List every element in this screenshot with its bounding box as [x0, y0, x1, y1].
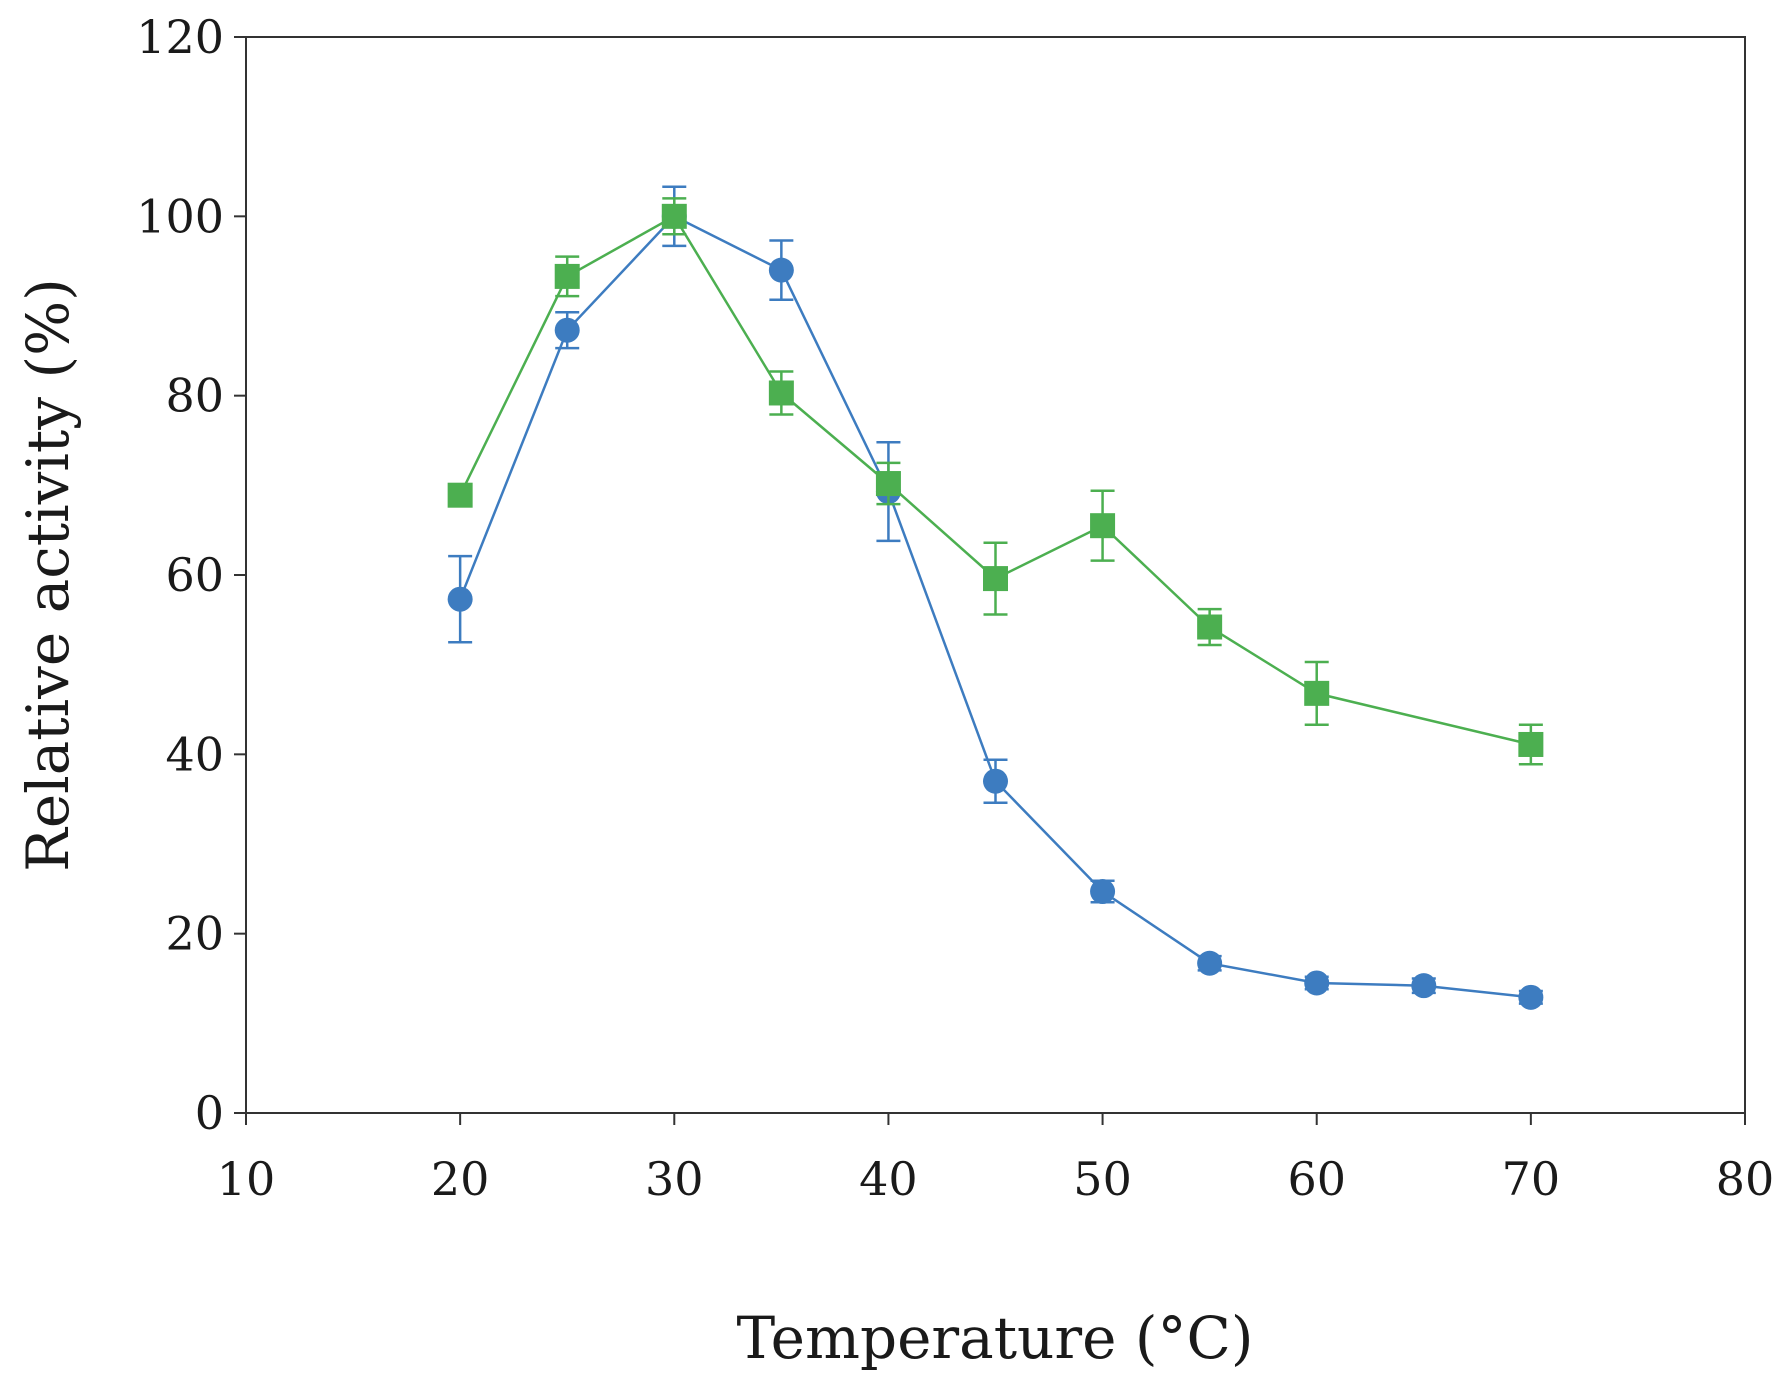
x-tick-label: 20 — [431, 1152, 490, 1206]
y-tick-label: 40 — [165, 727, 224, 781]
series-layer — [447, 185, 1544, 1010]
data-point — [1090, 879, 1116, 905]
data-point — [661, 203, 687, 229]
data-point — [1518, 731, 1544, 757]
x-tick-label: 10 — [217, 1152, 276, 1206]
y-tick-label: 100 — [136, 189, 224, 243]
x-tick-label: 70 — [1502, 1152, 1561, 1206]
data-point — [983, 566, 1008, 592]
data-point — [1304, 680, 1330, 706]
data-point — [983, 768, 1008, 794]
data-point — [1197, 950, 1223, 976]
data-point — [768, 257, 794, 283]
data-point — [1197, 614, 1223, 640]
data-point — [554, 263, 580, 289]
y-axis-title: Relative activity (%) — [14, 278, 82, 872]
data-point — [1090, 513, 1116, 539]
data-point — [1304, 970, 1330, 996]
series-green-squares — [447, 197, 1544, 766]
data-point — [554, 317, 580, 343]
x-tick-label: 40 — [859, 1152, 918, 1206]
x-tick-label: 80 — [1716, 1152, 1775, 1206]
x-tick-label: 60 — [1287, 1152, 1346, 1206]
series-blue-circles — [447, 185, 1544, 1010]
y-tick-label: 20 — [165, 907, 224, 961]
data-point — [447, 482, 473, 508]
data-point — [768, 380, 794, 406]
data-point — [447, 586, 473, 612]
y-tick-label: 0 — [195, 1086, 224, 1140]
y-tick-label: 120 — [136, 10, 224, 64]
data-point — [875, 471, 901, 497]
axes: 0 20 40 60 80 100 120 10 20 30 40 50 60 70 80 — [136, 10, 1774, 1206]
x-axis-title: Temperature (°C) — [736, 1304, 1253, 1372]
series-line — [458, 214, 1532, 746]
y-tick-label: 60 — [165, 548, 224, 602]
data-point — [1411, 973, 1437, 999]
x-tick-label: 30 — [645, 1152, 704, 1206]
y-tick-label: 80 — [165, 369, 224, 423]
data-point — [1518, 984, 1544, 1010]
x-tick-label: 50 — [1073, 1152, 1132, 1206]
